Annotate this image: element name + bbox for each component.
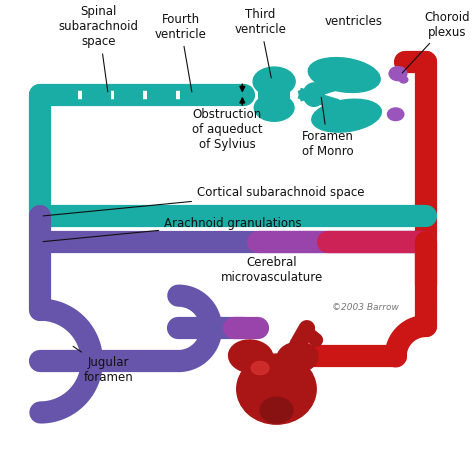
Ellipse shape: [387, 108, 404, 120]
Text: ventricles: ventricles: [325, 15, 383, 27]
Ellipse shape: [400, 76, 408, 83]
Text: Cortical subarachnoid space: Cortical subarachnoid space: [43, 186, 365, 216]
Text: Obstruction
of aqueduct
of Sylvius: Obstruction of aqueduct of Sylvius: [192, 108, 263, 151]
Ellipse shape: [260, 397, 293, 423]
Ellipse shape: [312, 99, 382, 132]
Ellipse shape: [253, 67, 295, 96]
Text: ©2003 Barrow: ©2003 Barrow: [332, 303, 399, 312]
Ellipse shape: [254, 94, 294, 121]
Ellipse shape: [228, 340, 273, 373]
Ellipse shape: [277, 342, 318, 373]
Text: Cerebral
microvasculature: Cerebral microvasculature: [221, 256, 323, 284]
Text: Third
ventricle: Third ventricle: [234, 8, 286, 78]
Text: Choroid
plexus: Choroid plexus: [402, 10, 470, 73]
Ellipse shape: [308, 58, 380, 92]
Text: Fourth
ventricle: Fourth ventricle: [155, 13, 207, 92]
Ellipse shape: [237, 354, 316, 424]
Ellipse shape: [389, 67, 407, 81]
Ellipse shape: [303, 83, 324, 106]
Text: Arachnoid granulations: Arachnoid granulations: [43, 217, 302, 242]
Text: Spinal
subarachnoid
space: Spinal subarachnoid space: [59, 5, 139, 92]
Text: Foramen
of Monro: Foramen of Monro: [302, 97, 354, 158]
Text: Jugular
foramen: Jugular foramen: [73, 346, 133, 384]
Ellipse shape: [251, 362, 269, 374]
